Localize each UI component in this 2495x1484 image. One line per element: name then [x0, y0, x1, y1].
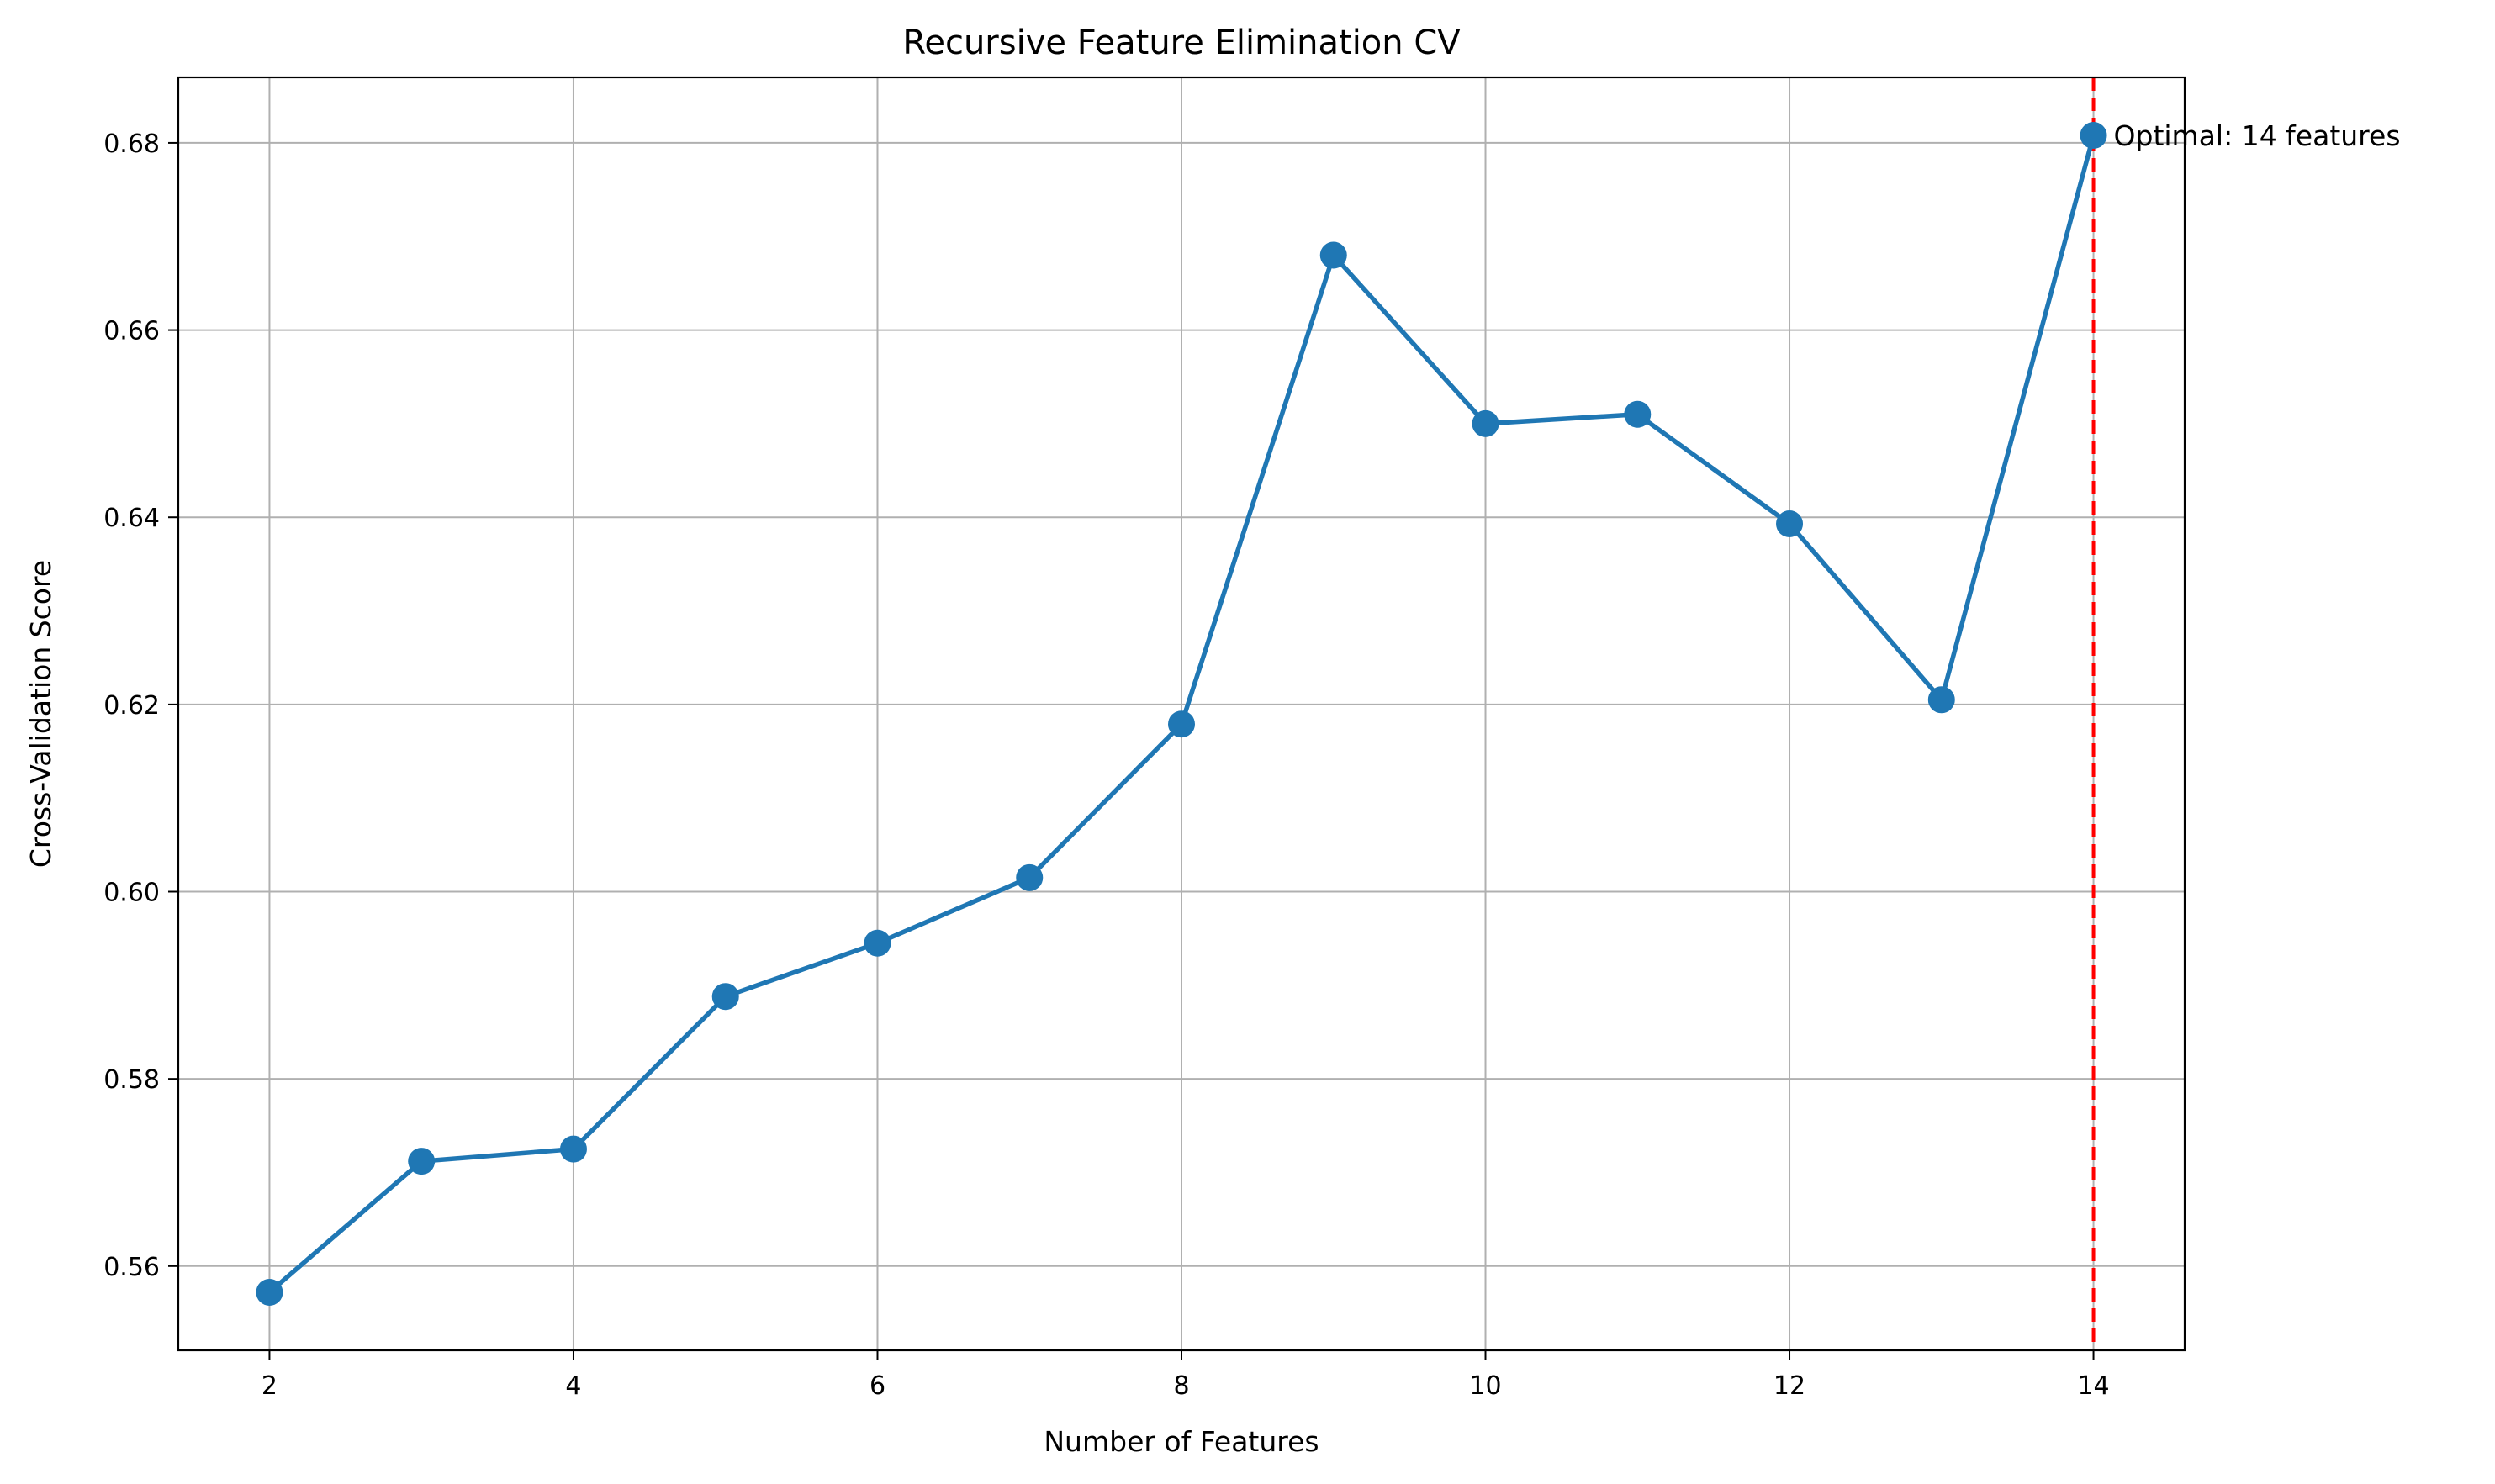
grid	[178, 77, 2185, 1350]
data-point	[1624, 400, 1652, 428]
x-tick-label: 6	[870, 1371, 885, 1401]
data-point	[1776, 510, 1804, 538]
data-point	[559, 1135, 587, 1163]
y-tick-label: 0.68	[103, 129, 160, 159]
y-axis-title: Cross-Validation Score	[24, 560, 57, 868]
y-tick-label: 0.56	[103, 1253, 160, 1282]
x-tick-label: 14	[2077, 1371, 2109, 1401]
data-point	[864, 929, 891, 957]
data-point	[1168, 710, 1195, 738]
data-point	[1472, 409, 1499, 437]
x-tick-label: 2	[262, 1371, 278, 1401]
data-point	[1016, 863, 1044, 891]
data-point	[1927, 686, 1955, 714]
chart-title: Recursive Feature Elimination CV	[902, 24, 1461, 62]
y-tick-label: 0.66	[103, 317, 160, 346]
x-tick-label: 8	[1173, 1371, 1189, 1401]
ticks: 2 4 6 8 10 12 14 0.56 0.58 0.60 0.62 0.64 0.66 0.68	[103, 129, 2109, 1401]
y-tick-label: 0.60	[103, 879, 160, 908]
x-axis-title: Number of Features	[1044, 1425, 1319, 1458]
series-group	[256, 122, 2107, 1306]
data-point	[2080, 122, 2107, 150]
data-point	[1319, 241, 1347, 269]
y-tick-label: 0.64	[103, 504, 160, 533]
x-tick-label: 10	[1469, 1371, 1501, 1401]
x-tick-label: 4	[565, 1371, 581, 1401]
y-tick-label: 0.58	[103, 1065, 160, 1095]
data-point	[408, 1148, 436, 1175]
data-point	[256, 1278, 283, 1306]
y-tick-label: 0.62	[103, 691, 160, 721]
data-point	[711, 983, 739, 1011]
optimal-annotation: Optimal: 14 features	[2114, 119, 2401, 152]
x-tick-label: 12	[1773, 1371, 1805, 1401]
